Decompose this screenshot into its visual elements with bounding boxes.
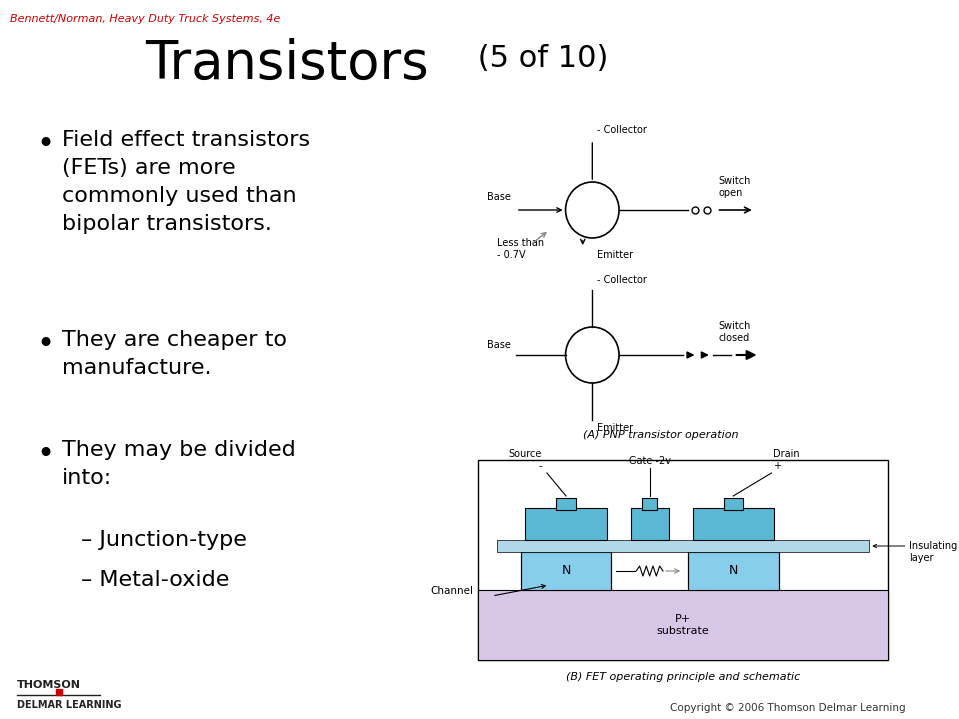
Bar [688, 552, 779, 590]
Text: - Collector: - Collector [597, 275, 647, 285]
Text: Insulating
layer: Insulating layer [909, 541, 958, 562]
Text: Base: Base [487, 192, 511, 202]
Text: Emitter: Emitter [597, 250, 633, 260]
Text: Source
-: Source - [509, 449, 542, 471]
Text: – Metal-oxide: – Metal-oxide [82, 570, 229, 590]
Text: Switch
closed: Switch closed [718, 321, 751, 343]
Text: Channel: Channel [430, 586, 473, 596]
Text: P+
substrate: P+ substrate [657, 614, 710, 636]
Text: •: • [36, 440, 55, 469]
Text: Gate -2v: Gate -2v [629, 456, 670, 466]
Bar [526, 508, 607, 540]
Text: Base: Base [487, 340, 511, 350]
Bar [692, 508, 774, 540]
Text: Switch
open: Switch open [718, 176, 751, 198]
Text: Emitter: Emitter [597, 423, 633, 433]
Bar [521, 552, 612, 590]
Text: Less than
- 0.7V: Less than - 0.7V [497, 238, 544, 260]
Bar [630, 508, 668, 540]
Text: – Junction-type: – Junction-type [82, 530, 247, 550]
Text: THOMSON: THOMSON [17, 680, 82, 690]
Bar [556, 498, 575, 510]
Text: (A) PNP transistor operation: (A) PNP transistor operation [583, 430, 738, 440]
Text: N: N [561, 564, 571, 577]
Text: Bennett/Norman, Heavy Duty Truck Systems, 4e: Bennett/Norman, Heavy Duty Truck Systems… [10, 14, 280, 24]
Text: Drain
+: Drain + [773, 449, 800, 471]
Text: Transistors: Transistors [145, 38, 429, 90]
Text: (B) FET operating principle and schematic: (B) FET operating principle and schemati… [566, 672, 800, 682]
Bar [478, 460, 888, 660]
Text: (5 of 10): (5 of 10) [468, 44, 609, 73]
Text: •: • [36, 330, 55, 359]
Text: They are cheaper to
manufacture.: They are cheaper to manufacture. [62, 330, 287, 378]
Text: Copyright © 2006 Thomson Delmar Learning: Copyright © 2006 Thomson Delmar Learning [670, 703, 905, 713]
Text: - Collector: - Collector [597, 125, 647, 135]
Bar [497, 540, 870, 552]
Text: N: N [729, 564, 737, 577]
Text: DELMAR LEARNING: DELMAR LEARNING [17, 700, 122, 710]
Bar [478, 590, 888, 660]
Text: Field effect transistors
(FETs) are more
commonly used than
bipolar transistors.: Field effect transistors (FETs) are more… [62, 130, 310, 234]
Text: •: • [36, 130, 55, 159]
Bar [724, 498, 743, 510]
Bar [642, 498, 657, 510]
Text: They may be divided
into:: They may be divided into: [62, 440, 295, 488]
